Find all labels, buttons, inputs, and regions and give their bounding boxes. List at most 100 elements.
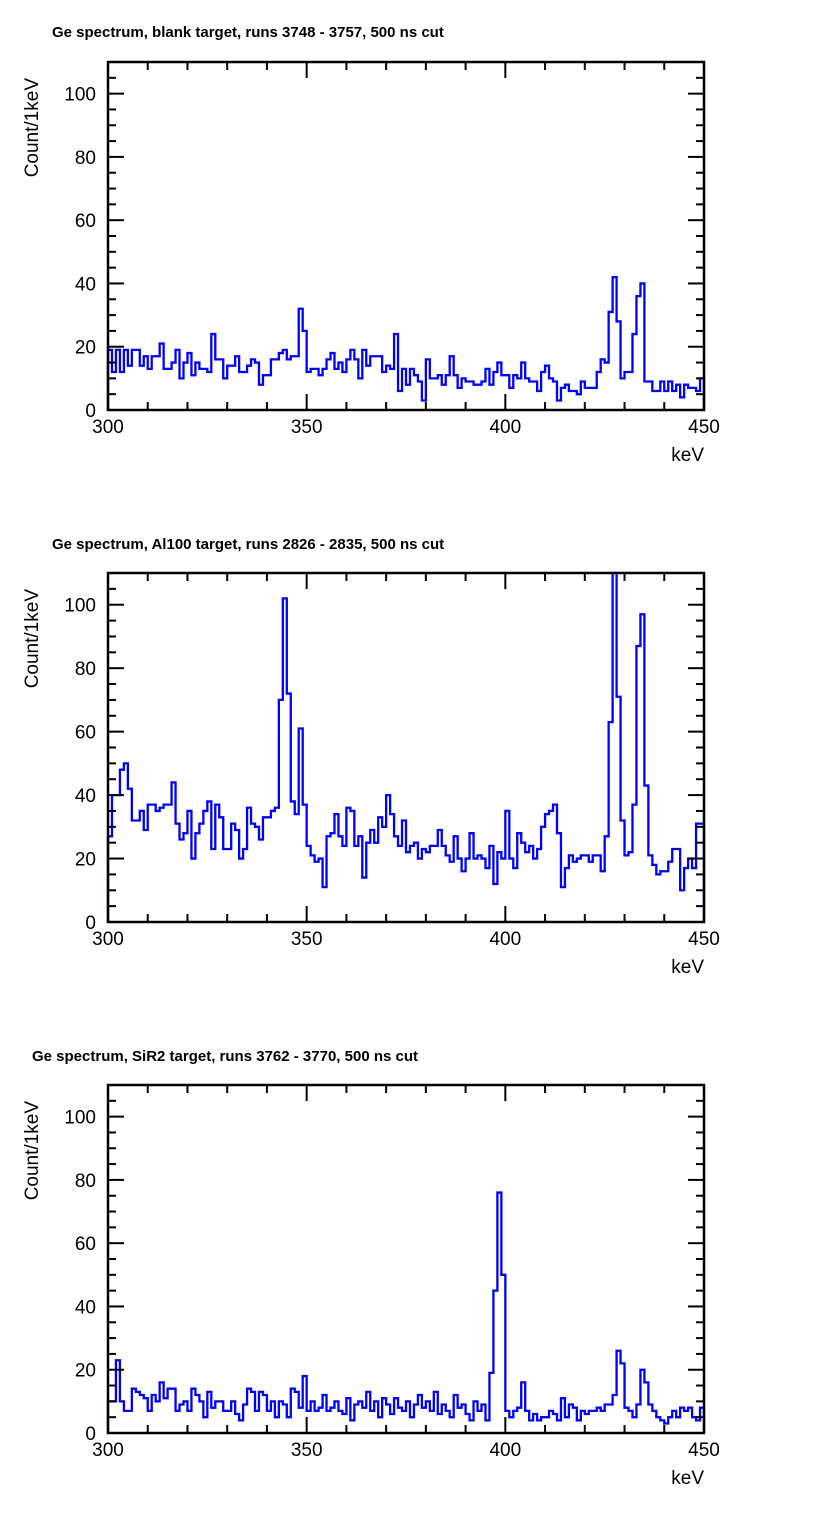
y-axis-label: Count/1keV [22,78,43,178]
histogram-bin [211,334,215,410]
histogram-bin [291,801,295,922]
chart-panel: Ge spectrum, blank target, runs 3748 - 3… [22,24,720,466]
histogram-bins [108,573,704,922]
histogram-bin [172,363,176,410]
histogram-bin [235,830,239,922]
x-tick-label: 450 [688,417,720,438]
histogram-bin [402,820,406,922]
histogram-bin [533,382,537,410]
chart-panel: Ge spectrum, SiR2 target, runs 3762 - 37… [22,1048,720,1489]
histogram-bin [172,782,176,922]
histogram-bin [489,846,493,922]
histogram-bin [239,859,243,922]
histogram-bin [692,868,696,922]
histogram-bin [275,808,279,922]
histogram-bin [160,808,164,922]
histogram-bin [597,372,601,410]
y-tick-label: 80 [75,1171,96,1192]
histogram-bin [350,1420,354,1433]
histogram-bin [485,369,489,410]
histogram-bin [235,1414,239,1433]
histogram-bin [136,350,140,410]
histogram-bin [120,770,124,922]
histogram-bin [362,1408,366,1433]
histogram-bin [605,1405,609,1433]
histogram-bin [430,378,434,410]
histogram-bin [589,1411,593,1433]
histogram-bin [354,1405,358,1433]
histogram-bin [311,1401,315,1433]
histogram-bin [557,401,561,410]
histogram-bin [180,1405,184,1433]
histogram-bin [656,1417,660,1433]
histogram-bin [652,1411,656,1433]
histogram-bin [676,385,680,410]
histogram-bin [442,1405,446,1433]
histogram-bin [489,385,493,410]
histogram-bin [517,378,521,410]
histogram-bin [295,356,299,410]
y-axis-label: Count/1keV [22,589,43,689]
histogram-bin [315,862,319,922]
histogram-bin [478,1411,482,1433]
histogram-bin [513,1411,517,1433]
histogram-bin [632,334,636,410]
histogram-bin [668,1417,672,1433]
histogram-bin [561,887,565,922]
histogram-bin [346,808,350,922]
histogram-bin [549,811,553,922]
y-tick-label: 20 [75,850,96,871]
histogram-bin [684,385,688,410]
histogram-bin [271,1401,275,1433]
histogram-bin [319,375,323,410]
y-tick-label: 0 [85,401,96,422]
histogram-bin [446,375,450,410]
histogram-bin [370,356,374,410]
y-tick-label: 0 [85,913,96,934]
histogram-bin [291,356,295,410]
chart-title: Ge spectrum, SiR2 target, runs 3762 - 37… [32,1048,418,1065]
histogram-bin [180,378,184,410]
histogram-bin [211,849,215,922]
histogram-bin [414,843,418,922]
histogram-bin [362,878,366,922]
histogram-bin [334,814,338,922]
histogram-bin [656,391,660,410]
histogram-bin [374,356,378,410]
histogram-bin [152,1395,156,1433]
histogram-bin [613,1395,617,1433]
histogram-bin [513,375,517,410]
histogram-bin [203,811,207,922]
x-tick-label: 400 [489,1440,521,1461]
histogram-bin [327,836,331,922]
histogram-bin [148,805,152,922]
histogram-bin [565,385,569,410]
histogram-bin [589,862,593,922]
histogram-bin [481,859,485,922]
histogram-bin [470,382,474,410]
histogram-bin [541,827,545,922]
histogram-bin [331,1408,335,1433]
histogram-bin [156,356,160,410]
histogram-bin [509,1417,513,1433]
histogram-bin [168,1389,172,1433]
y-tick-label: 100 [64,596,96,617]
histogram-bin [390,369,394,410]
histogram-bin [640,614,644,922]
histogram-bin [247,366,251,410]
y-tick-label: 100 [64,1108,96,1129]
histogram-bin [231,1401,235,1433]
x-tick-label: 450 [688,1440,720,1461]
histogram-bin [334,1401,338,1433]
histogram-bin [267,817,271,922]
histogram-bin [629,852,633,922]
histogram-bin [410,369,414,410]
histogram-bin [207,801,211,922]
histogram-bin [299,728,303,922]
histogram-bin [303,805,307,922]
histogram-bin [259,840,263,922]
histogram-bin [132,1389,136,1433]
histogram-bin [493,884,497,922]
histogram-bin [688,1408,692,1433]
histogram-bin [636,646,640,922]
